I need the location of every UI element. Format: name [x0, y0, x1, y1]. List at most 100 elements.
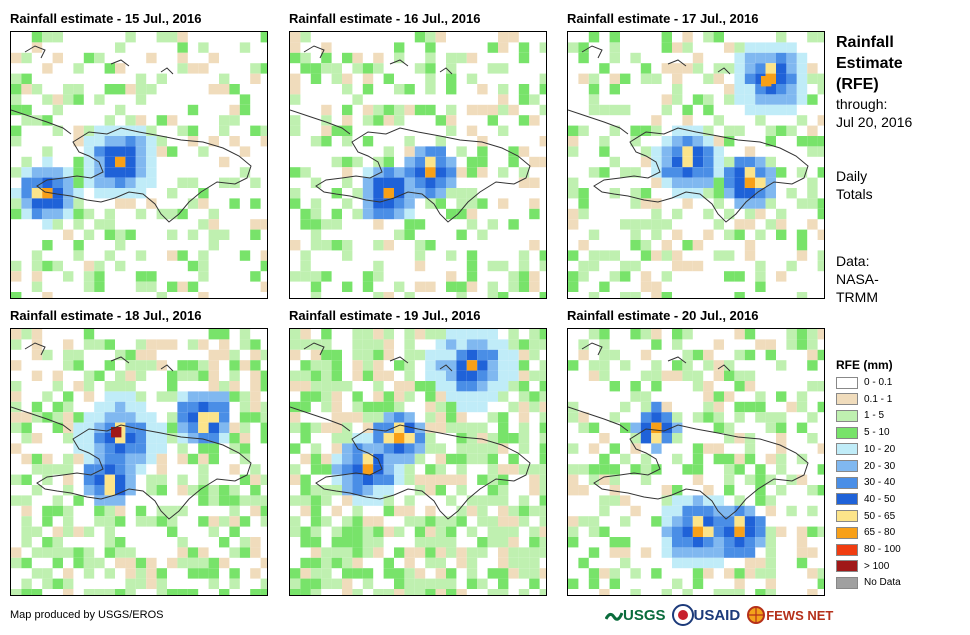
rainfall-cell: [651, 464, 662, 475]
rainfall-cell: [83, 136, 95, 147]
rainfall-cell: [383, 240, 394, 251]
rainfall-cell: [115, 433, 126, 444]
rainfall-cell: [177, 537, 188, 548]
rainfall-cell: [146, 453, 157, 465]
rainfall-cell: [692, 63, 704, 74]
rainfall-cell: [734, 84, 745, 95]
rainfall-cell: [63, 453, 74, 465]
rainfall-cell: [724, 125, 735, 136]
rainfall-cell: [373, 349, 384, 361]
rainfall-cell: [177, 63, 188, 74]
rainfall-cell: [588, 229, 600, 240]
rainfall-cell: [125, 589, 136, 595]
legend-label: > 100: [864, 560, 890, 572]
rainfall-cell: [713, 401, 724, 413]
rainfall-cell: [31, 271, 43, 282]
rainfall-cell: [796, 391, 808, 402]
rainfall-cell: [290, 381, 301, 392]
rainfall-cell: [125, 453, 136, 465]
rainfall-cell: [31, 453, 43, 465]
hispaniola-coastline: [315, 127, 531, 223]
rainfall-cell: [446, 412, 457, 423]
rainfall-cell: [456, 292, 467, 298]
rainfall-cell: [290, 495, 301, 506]
rainfall-cell: [796, 198, 808, 209]
rainfall-cell: [518, 52, 530, 64]
rainfall-cell: [321, 495, 332, 506]
rainfall-cell: [765, 94, 776, 105]
rainfall-cell: [414, 167, 426, 178]
rainfall-cell: [125, 557, 136, 569]
rainfall-cell: [477, 401, 488, 413]
rainfall-cell: [11, 260, 22, 272]
rainfall-cell: [539, 370, 546, 381]
rainfall-cell: [578, 240, 589, 251]
rainfall-cell: [290, 526, 301, 537]
rainfall-map-jul-16: [289, 31, 547, 299]
rainfall-cell: [394, 208, 405, 220]
rainfall-cell: [260, 136, 267, 147]
rainfall-cell: [125, 115, 136, 126]
rainfall-cell: [187, 177, 199, 188]
rainfall-cell: [104, 167, 115, 178]
rainfall-cell: [146, 156, 157, 168]
legend-swatch: [836, 510, 858, 523]
fews-net-logo-text: FEWS NET: [766, 607, 834, 623]
rainfall-cell: [640, 219, 652, 230]
rainfall-cell: [568, 412, 579, 423]
rainfall-cell: [435, 568, 446, 579]
rainfall-cell: [807, 188, 818, 199]
legend-item: > 100: [836, 560, 889, 573]
rainfall-cell: [373, 63, 384, 74]
rainfall-cell: [425, 32, 436, 43]
rainfall-cell: [342, 537, 353, 548]
rainfall-cell: [31, 260, 43, 272]
rainfall-cell: [115, 381, 126, 392]
rainfall-cell: [135, 443, 147, 454]
rainfall-cell: [640, 412, 652, 423]
rainfall-cell: [404, 381, 415, 392]
rainfall-cell: [529, 281, 540, 292]
rainfall-cell: [435, 360, 446, 371]
rainfall-cell: [208, 516, 219, 527]
rainfall-cell: [630, 422, 641, 433]
rainfall-cell: [104, 589, 115, 595]
rainfall-cell: [640, 198, 652, 209]
rainfall-cell: [31, 370, 43, 381]
rainfall-cell: [599, 568, 610, 579]
rainfall-cell: [342, 568, 353, 579]
rainfall-cell: [425, 177, 436, 188]
rainfall-cell: [177, 42, 188, 53]
rainfall-cell: [672, 177, 683, 188]
rainfall-cell: [146, 516, 157, 527]
rainfall-cell: [362, 360, 374, 371]
rainfall-cell: [321, 349, 332, 361]
rainfall-cell: [435, 464, 446, 475]
rainfall-cell: [539, 526, 546, 537]
rainfall-cell: [373, 547, 384, 558]
rainfall-cell: [414, 329, 426, 340]
rainfall-cell: [609, 568, 620, 579]
rainfall-cell: [446, 516, 457, 527]
rainfall-cell: [446, 391, 457, 402]
rainfall-cell: [498, 292, 509, 298]
rainfall-cell: [466, 260, 478, 272]
map-info-title: Rainfall Estimate (RFE) through: Jul 20,…: [836, 32, 912, 131]
rainfall-grid-jul-18: [11, 329, 267, 595]
rainfall-cell: [661, 412, 672, 423]
rainfall-cell: [115, 136, 126, 147]
rainfall-cell: [42, 260, 53, 272]
rainfall-cell: [817, 349, 824, 361]
rainfall-cell: [250, 505, 261, 517]
rainfall-cell: [21, 516, 32, 527]
rainfall-cell: [125, 370, 136, 381]
rainfall-cell: [630, 136, 641, 147]
rainfall-cell: [115, 412, 126, 423]
rainfall-cell: [219, 329, 230, 340]
rainfall-cell: [672, 485, 683, 496]
rainfall-cell: [620, 271, 631, 282]
rainfall-cell: [310, 485, 322, 496]
rainfall-cell: [167, 115, 178, 126]
rainfall-cell: [342, 433, 353, 444]
rainfall-cell: [508, 464, 519, 475]
